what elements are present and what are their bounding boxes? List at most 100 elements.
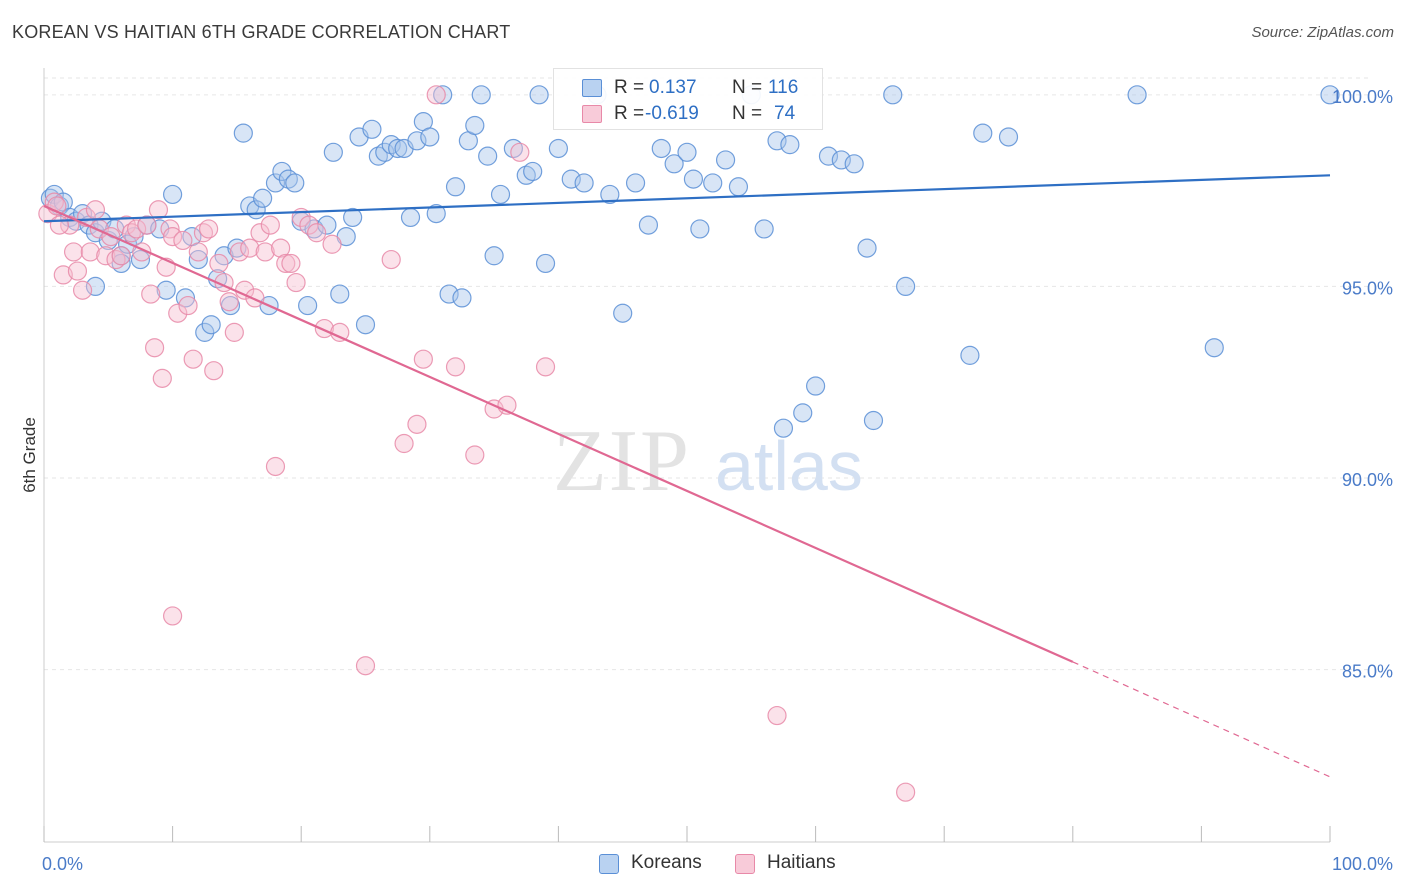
x-tick-label-min: 0.0% [42, 854, 83, 874]
korean-point [465, 115, 485, 136]
haitian-point [111, 246, 131, 266]
korean-point [780, 135, 800, 155]
r-label: R = [614, 77, 645, 98]
haitian-point [767, 705, 787, 726]
korean-point [163, 184, 183, 205]
korean-point [535, 253, 556, 274]
haitian-point [72, 280, 93, 300]
haitian-point [240, 238, 260, 258]
korean-point [156, 280, 176, 300]
haitian-point [121, 223, 142, 243]
haitian-swatch [735, 854, 755, 874]
axes [43, 68, 1331, 843]
korean-point [272, 161, 292, 182]
haitian-point [67, 261, 88, 281]
korean-point [388, 138, 408, 159]
korean-point [433, 85, 453, 105]
n-label: N = [732, 103, 763, 124]
korean-point [793, 403, 813, 423]
haitian-point [209, 253, 229, 274]
legend-label-koreans: Koreans [631, 852, 702, 873]
haitian-point [413, 349, 433, 369]
haitian-point [178, 295, 198, 316]
n-value: 116 [768, 77, 799, 98]
korean-point [728, 177, 749, 197]
stats-legend: R = 0.137 N = 116 R = -0.619 N = 74 [553, 68, 823, 130]
haitian-trend-extension [1072, 661, 1331, 778]
r-value: 0.137 [649, 77, 697, 98]
korean-swatch [599, 854, 619, 874]
korean-trend-line [43, 174, 1331, 223]
korean-point [818, 146, 839, 166]
r-label: R = [614, 103, 645, 124]
haitian-point [96, 246, 116, 266]
korean-point [651, 138, 671, 159]
korean-point [613, 303, 633, 323]
korean-point [683, 169, 704, 189]
chart-title: KOREAN VS HAITIAN 6TH GRADE CORRELATION … [12, 22, 511, 42]
grid-lines [44, 77, 1370, 671]
trend-lines [43, 174, 1331, 778]
tick-labels: 85.0% 90.0% 95.0% 100.0% 0.0% 100.0% 6th Grade [20, 87, 1393, 874]
haitian-point [271, 238, 291, 258]
haitian-point [193, 223, 214, 243]
source-credit: Source: ZipAtlas.com [1251, 24, 1394, 41]
korean-point [478, 146, 498, 166]
korean-point [484, 246, 504, 266]
haitian-point [510, 142, 530, 162]
haitian-point [168, 303, 188, 323]
haitian-point [219, 292, 239, 312]
watermark: ZIPatlas [553, 413, 863, 510]
haitian-point [144, 338, 165, 358]
haitian-point [160, 219, 180, 239]
korean-point [452, 288, 472, 308]
korean-point [973, 123, 993, 143]
korean-point [574, 173, 594, 193]
korean-point [407, 131, 427, 151]
legend-row-haitians: R = -0.619 N = 74 [554, 103, 822, 127]
haitian-point [63, 242, 84, 262]
haitian-point [260, 215, 280, 235]
r-value: -0.619 [645, 103, 699, 124]
korean-point [195, 322, 215, 342]
haitian-point [355, 656, 376, 676]
korean-point [1204, 338, 1224, 358]
korean-point [805, 376, 826, 396]
korean-point [857, 238, 877, 258]
korean-point [298, 295, 318, 316]
korean-point [600, 184, 620, 205]
haitian-point [163, 226, 183, 247]
korean-point [831, 150, 851, 170]
korean-point [330, 284, 350, 304]
haitian-point [535, 357, 556, 377]
korean-point [265, 173, 286, 193]
korean-point [548, 138, 569, 159]
korean-point [343, 207, 363, 228]
korean-point [1127, 85, 1147, 105]
korean-point [998, 127, 1019, 147]
haitian-point [224, 322, 244, 342]
korean-point [175, 288, 196, 308]
korean-point [703, 173, 723, 193]
korean-point [844, 154, 864, 174]
haitian-point [276, 253, 296, 274]
korean-point [690, 219, 710, 239]
haitian-trend-line [43, 204, 1074, 663]
haitian-point [148, 200, 169, 220]
korean-point [85, 276, 106, 297]
korean-point [323, 142, 343, 162]
haitian-point [465, 445, 485, 465]
korean-point [471, 85, 491, 105]
haitian-point [255, 242, 275, 262]
haitian-swatch [582, 105, 602, 123]
korean-point [188, 249, 208, 270]
haitian-point [173, 230, 193, 251]
legend-row-koreans: R = 0.137 N = 116 [554, 77, 822, 101]
y-tick-label: 95.0% [1342, 278, 1393, 298]
haitian-point [445, 357, 466, 377]
haitian-point [141, 284, 161, 304]
korean-point [375, 142, 395, 162]
haitian-point [896, 782, 916, 802]
watermark-atlas: atlas [715, 427, 863, 505]
